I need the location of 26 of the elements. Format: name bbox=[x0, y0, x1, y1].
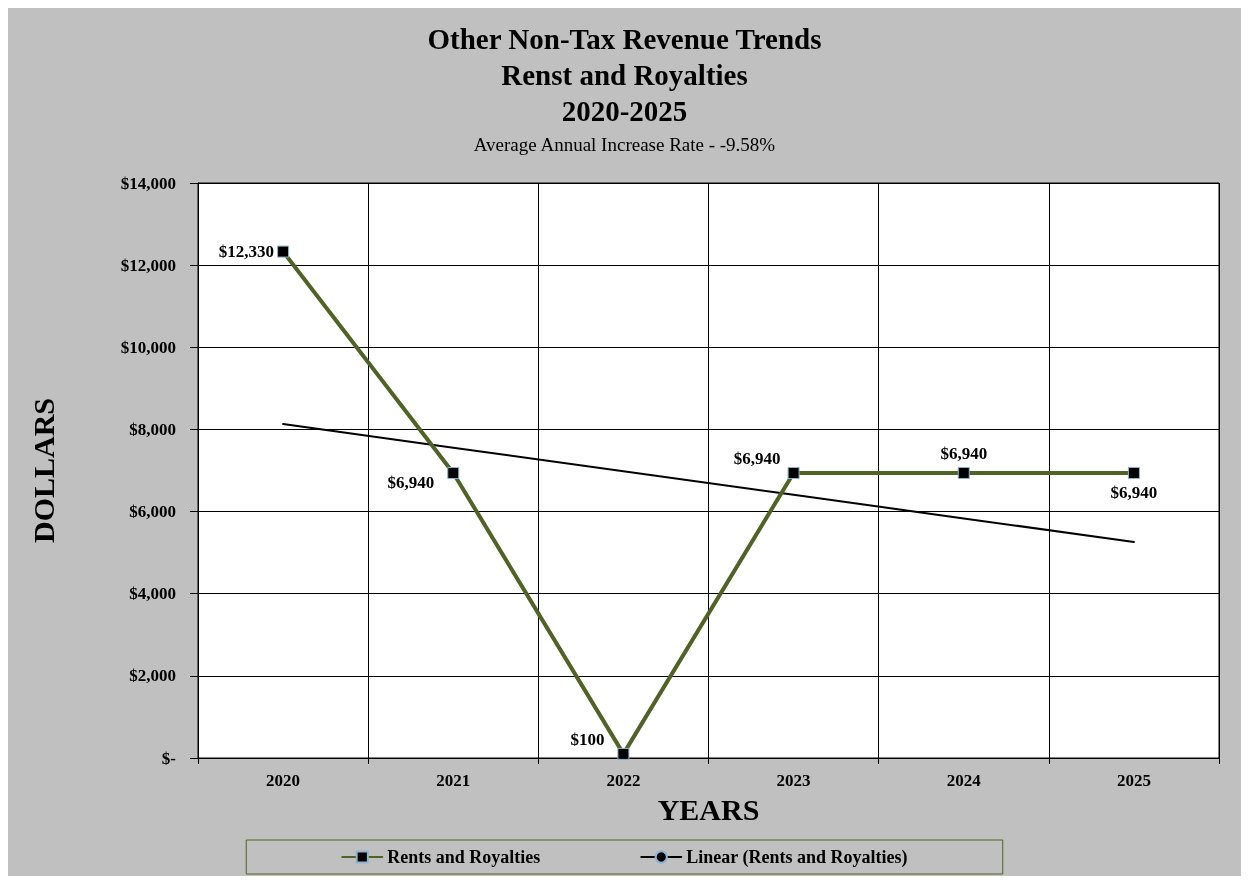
data-label: $12,330 bbox=[218, 242, 275, 262]
legend-label: Rents and Royalties bbox=[387, 847, 541, 867]
data-label: $6,940 bbox=[940, 443, 988, 463]
chart-subtitle: Average Annual Increase Rate - -9.58% bbox=[473, 134, 776, 155]
data-label: $6,940 bbox=[1110, 482, 1158, 502]
data-label: $6,940 bbox=[733, 449, 781, 469]
data-label: $6,940 bbox=[387, 473, 435, 493]
x-tick-label: 2025 bbox=[1116, 771, 1151, 790]
y-axis-title: DOLLARS bbox=[26, 397, 60, 544]
x-tick-label: 2023 bbox=[776, 771, 811, 790]
y-tick-label: $10,000 bbox=[120, 337, 176, 357]
y-tick-label: $- bbox=[161, 748, 177, 768]
y-tick-label: $14,000 bbox=[120, 173, 176, 193]
y-tick-label: $4,000 bbox=[129, 584, 176, 604]
x-tick-label: 2024 bbox=[946, 771, 982, 790]
y-tick-label: $12,000 bbox=[120, 255, 176, 275]
x-tick-label: 2021 bbox=[436, 771, 471, 790]
chart-title: Other Non-Tax Revenue Trends Renst and Royalties 2020-2025 bbox=[427, 23, 822, 127]
data-label: $100 bbox=[570, 730, 605, 750]
legend-label: Linear (Rents and Royalties) bbox=[686, 847, 908, 868]
x-tick-label: 2022 bbox=[606, 771, 641, 790]
y-tick-label: $2,000 bbox=[129, 666, 176, 686]
x-tick-label: 2020 bbox=[266, 771, 301, 790]
y-tick-label: $6,000 bbox=[129, 502, 176, 522]
y-tick-label: $8,000 bbox=[129, 419, 176, 439]
x-axis-title: YEARS bbox=[657, 792, 760, 826]
